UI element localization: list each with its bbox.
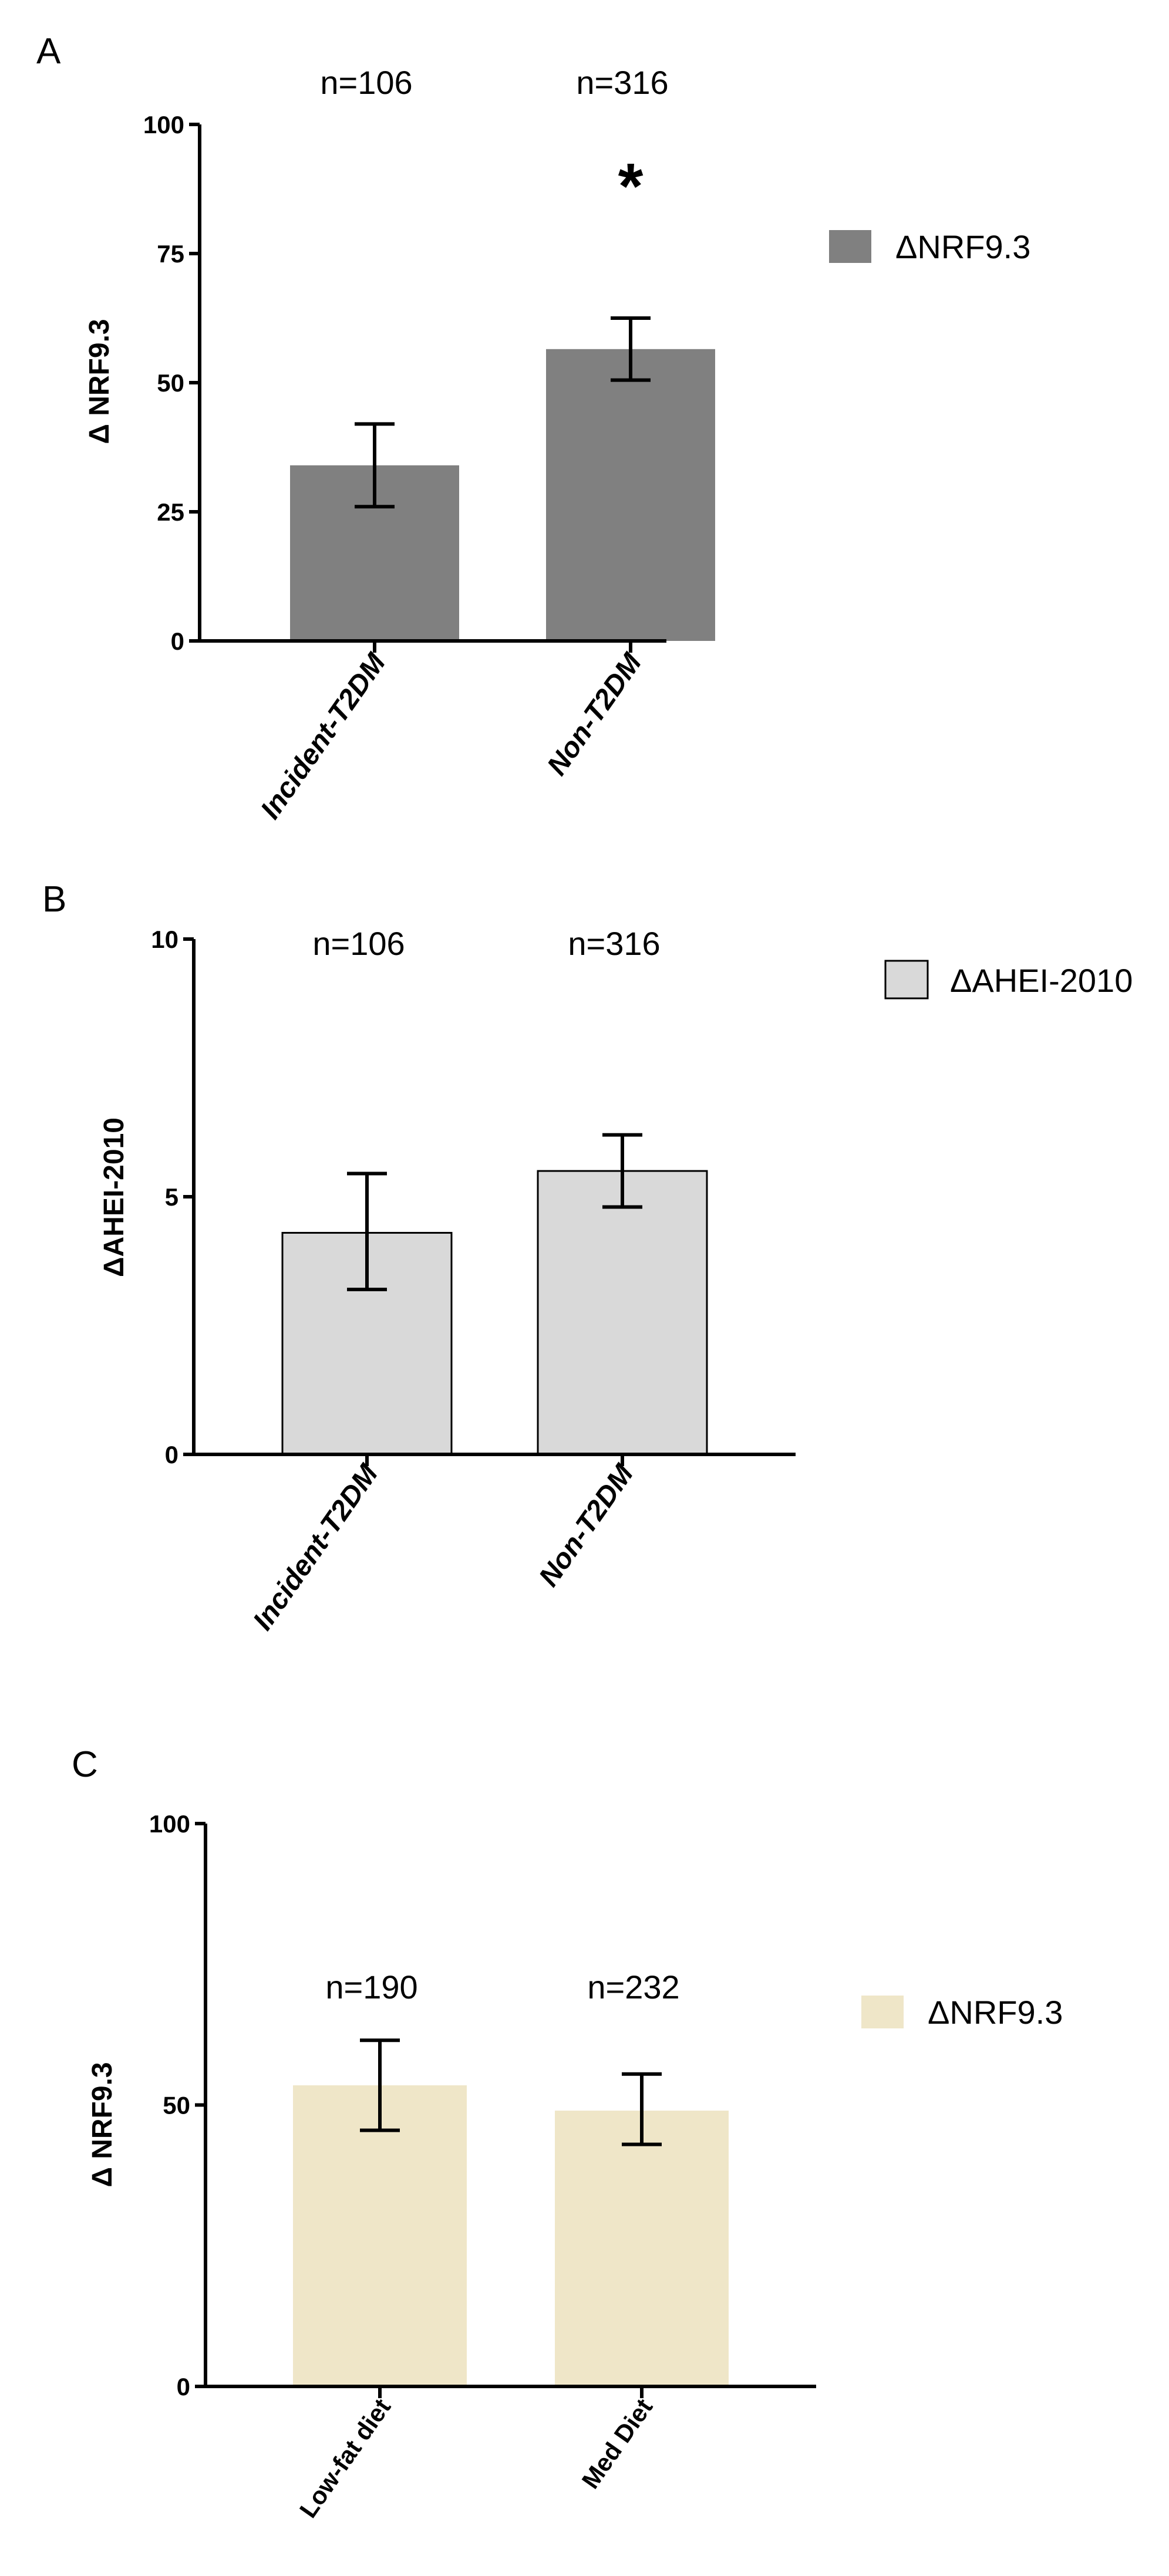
panel-label: B [42,879,66,920]
sample-size-label: n=316 [576,64,668,101]
y-tick-label: 0 [177,2373,190,2401]
legend-swatch [829,230,871,263]
legend: ΔNRF9.3 [829,228,1030,265]
legend-label: ΔNRF9.3 [895,228,1030,265]
error-bar [347,1171,387,1292]
legend-label: ΔNRF9.3 [928,1994,1063,2031]
error-bar [622,2072,662,2146]
error-bar [611,316,651,382]
error-bar [360,2038,400,2132]
error-bar [355,422,395,509]
y-tick-label: 0 [171,627,184,655]
legend-label: ΔAHEI-2010 [950,962,1133,999]
panel-label: A [36,31,61,72]
legend: ΔNRF9.3 [861,1994,1063,2031]
panel-label: C [72,1744,98,1785]
sample-size-label: n=232 [587,1969,679,2006]
bar [555,2111,729,2386]
sample-size-label: n=190 [325,1969,417,2006]
sample-size-label: n=106 [312,925,405,962]
sample-size-label: n=316 [568,925,660,962]
legend-swatch [884,960,929,1000]
chart-panel-b: Bn=106Incident-T2DMn=316Non-T2DM0510ΔAHE… [42,879,1133,1636]
bar [537,1170,708,1456]
significance-marker: * [618,150,644,222]
y-tick-label: 75 [157,240,184,268]
y-tick-label: 100 [143,111,184,139]
y-tick-label: 100 [149,1810,190,1838]
legend: ΔAHEI-2010 [884,960,1133,1000]
y-axis-title: Δ NRF9.3 [84,319,115,444]
y-tick-label: 25 [157,498,184,526]
error-bar [602,1133,642,1209]
y-tick-label: 5 [165,1183,178,1211]
y-tick-label: 50 [163,2092,190,2119]
bar [293,2085,467,2386]
y-tick-label: 10 [151,926,178,953]
y-tick-label: 0 [165,1441,178,1468]
bar [546,349,715,641]
y-axis-title: Δ NRF9.3 [87,2062,118,2187]
y-axis-title: ΔAHEI-2010 [99,1117,130,1277]
sample-size-label: n=106 [320,64,412,101]
y-tick-label: 50 [157,369,184,397]
legend-swatch [861,1996,904,2028]
